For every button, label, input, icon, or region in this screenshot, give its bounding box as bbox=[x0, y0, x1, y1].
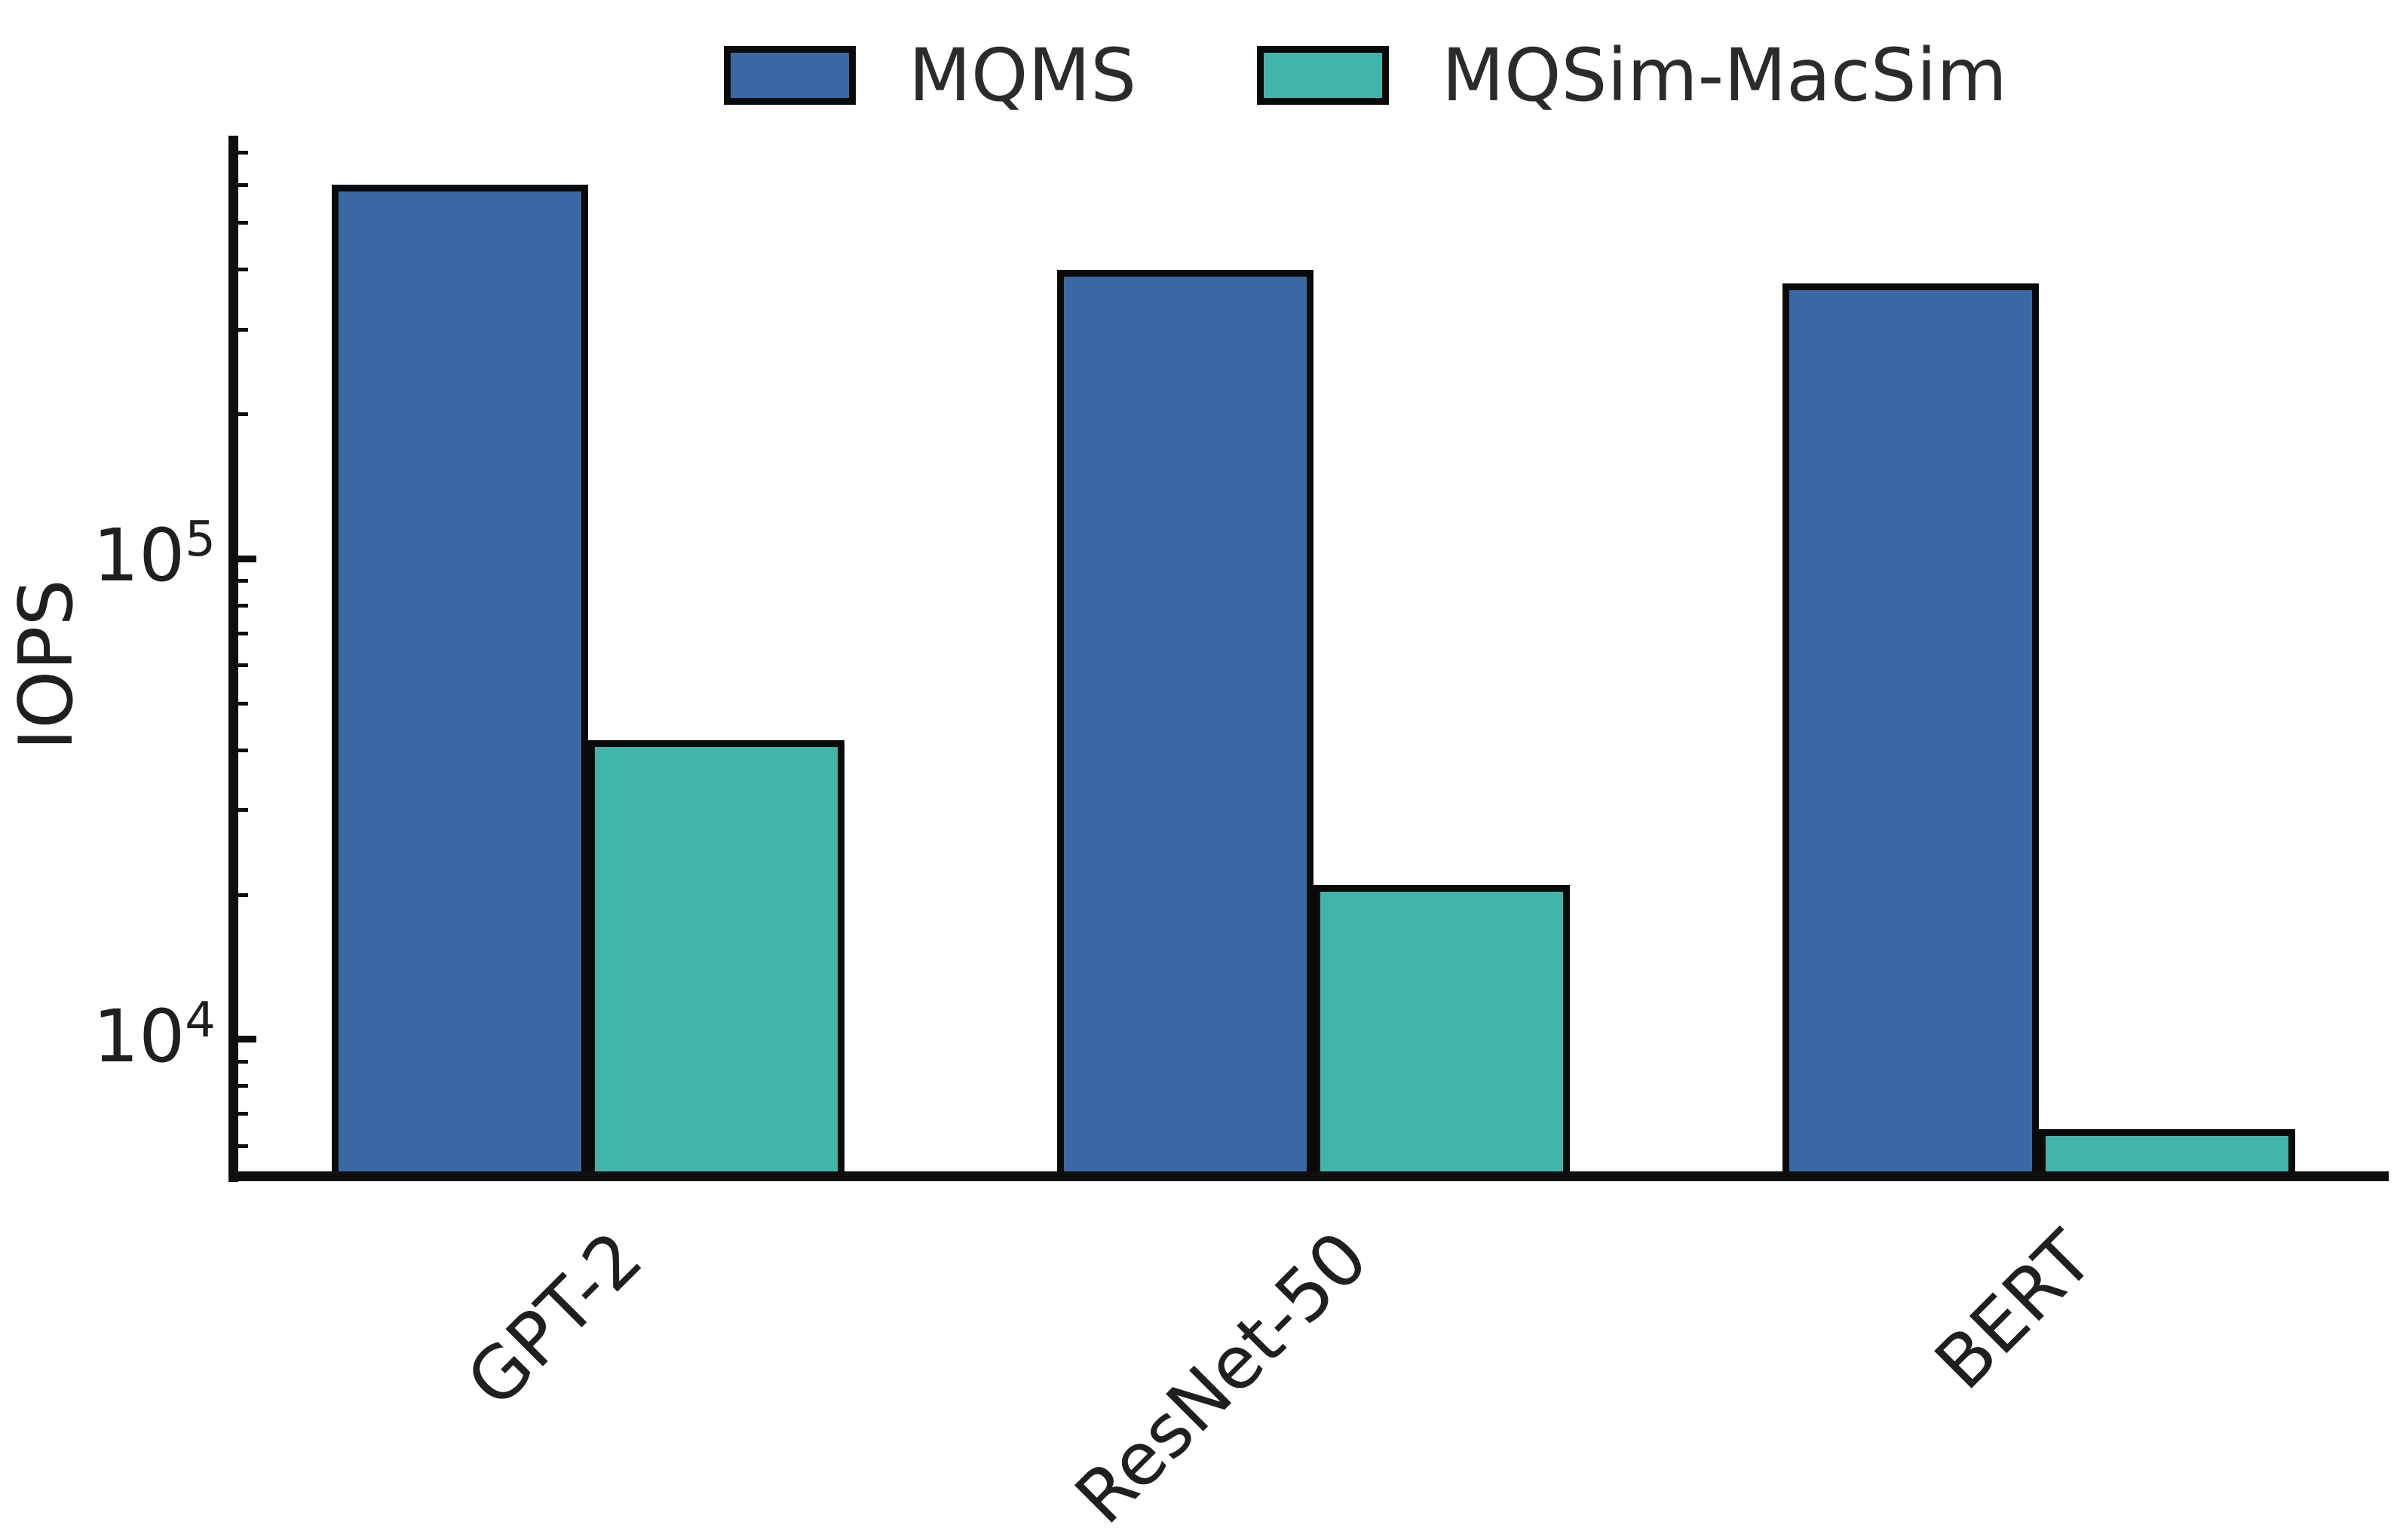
bar-mqms-resnet-50 bbox=[1057, 269, 1313, 1181]
y-minor-tick bbox=[238, 603, 248, 608]
y-minor-tick bbox=[238, 412, 248, 417]
legend-label-mqsim-macsim: MQSim-MacSim bbox=[1442, 33, 2007, 118]
y-minor-tick bbox=[238, 1059, 248, 1064]
y-minor-tick bbox=[238, 579, 248, 583]
x-tick-label-resnet-50: ResNet-50 bbox=[1059, 1215, 1384, 1540]
legend: MQMS MQSim-MacSim bbox=[724, 15, 2007, 136]
y-minor-tick bbox=[238, 182, 248, 187]
bar-mqms-gpt-2 bbox=[332, 185, 588, 1181]
y-major-tick bbox=[238, 1036, 256, 1043]
bar-mqms-bert bbox=[1782, 283, 2039, 1181]
y-minor-tick bbox=[238, 808, 248, 813]
legend-swatch-mqms bbox=[724, 46, 856, 105]
bar-chart-figure: MQMS MQSim-MacSim IOPS 104 105 GPT-2 ResNet… bbox=[4, 15, 2389, 1540]
y-minor-tick bbox=[238, 1144, 248, 1148]
y-minor-tick bbox=[238, 701, 248, 706]
y-minor-tick bbox=[238, 1112, 248, 1116]
x-tick-label-bert: BERT bbox=[1919, 1215, 2110, 1406]
y-minor-tick bbox=[238, 1084, 248, 1088]
y-minor-tick bbox=[238, 748, 248, 752]
bar-mqsim-macsim-gpt-2 bbox=[588, 739, 844, 1181]
y-tick-label: 105 bbox=[93, 512, 216, 599]
legend-item-mqms: MQMS bbox=[724, 39, 1136, 112]
y-minor-tick bbox=[238, 663, 248, 668]
x-tick-label-gpt-2: GPT-2 bbox=[450, 1215, 659, 1423]
y-axis-spine bbox=[228, 136, 238, 1182]
y-major-tick bbox=[238, 555, 256, 562]
y-minor-tick bbox=[238, 221, 248, 225]
legend-item-mqsim-macsim: MQSim-MacSim bbox=[1257, 39, 2007, 112]
y-minor-tick bbox=[238, 151, 248, 155]
x-axis-spine bbox=[228, 1171, 2389, 1181]
y-minor-tick bbox=[238, 268, 248, 272]
y-axis-title: IOPS bbox=[4, 579, 90, 751]
y-minor-tick bbox=[238, 327, 248, 332]
bar-mqsim-macsim-resnet-50 bbox=[1313, 884, 1570, 1181]
y-minor-tick bbox=[238, 631, 248, 635]
legend-label-mqms: MQMS bbox=[909, 33, 1137, 118]
legend-swatch-mqsim-macsim bbox=[1257, 46, 1390, 105]
y-minor-tick bbox=[238, 892, 248, 897]
y-tick-label: 104 bbox=[93, 993, 216, 1079]
